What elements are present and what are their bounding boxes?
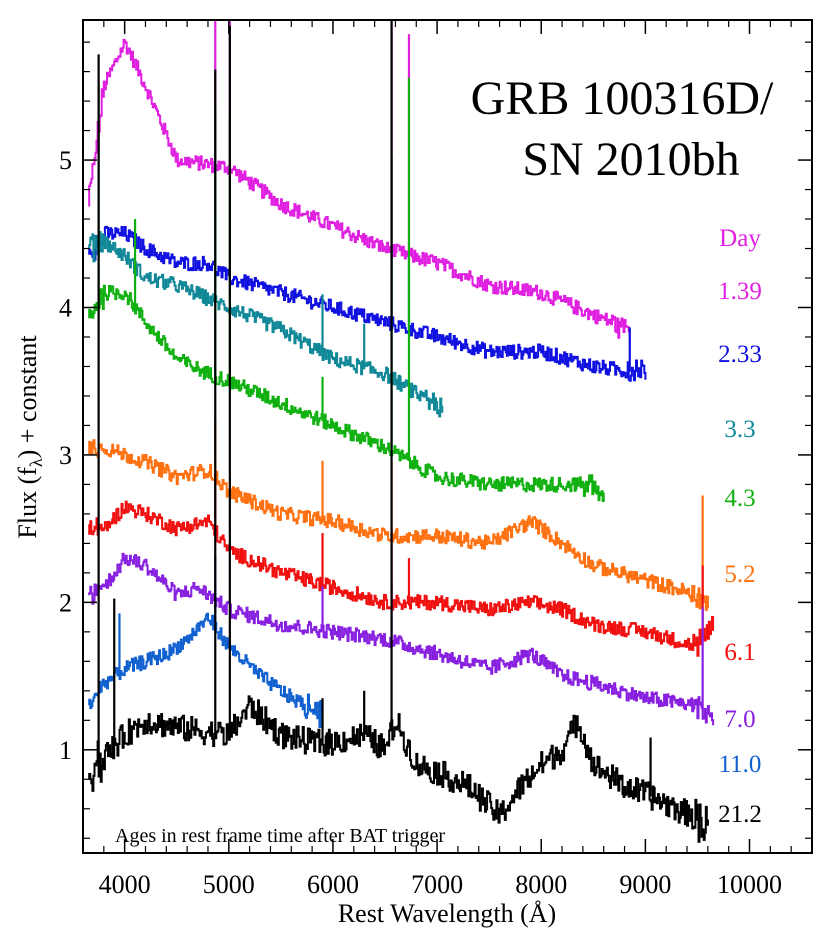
x-tick-label: 7000 <box>411 870 463 899</box>
spectrum-day-2_33 <box>88 225 647 382</box>
x-tick-label: 5000 <box>203 870 255 899</box>
day-label-7_0: 7.0 <box>724 706 755 733</box>
x-tick-label: 4000 <box>99 870 151 899</box>
plot-frame <box>82 19 813 854</box>
day-label-1_39: 1.39 <box>718 278 762 305</box>
spectrum-day-11_0 <box>88 612 324 728</box>
x-tick-label: 8000 <box>515 870 567 899</box>
day-label-11_0: 11.0 <box>719 751 762 778</box>
day-labels: 1.39 2.33 3.3 4.3 5.2 6.1 7.0 11.0 21.2 <box>718 278 762 828</box>
spectrum-day-5_2 <box>88 439 709 611</box>
spectrum-day-21_2 <box>88 695 709 843</box>
spectrum-day-1_39 <box>88 38 631 343</box>
spectrum-day-4_3 <box>88 284 605 502</box>
y-axis-title: Flux (fλ) + constant <box>13 335 46 539</box>
y-axis-title-main: Flux (f <box>13 467 42 539</box>
x-tick-label: 9000 <box>619 870 671 899</box>
x-axis-title: Rest Wavelength (Å) <box>338 899 556 928</box>
x-tick-label: 10000 <box>717 870 782 899</box>
chart-title-line-2: SN 2010bh <box>522 133 739 186</box>
legend-header: Day <box>719 225 761 252</box>
chart-note: Ages in rest frame time after BAT trigge… <box>115 825 445 847</box>
y-tick-label: 2 <box>59 588 72 617</box>
y-axis-title-suffix: ) + constant <box>13 335 42 459</box>
day-label-21_2: 21.2 <box>718 801 762 828</box>
day-label-3_3: 3.3 <box>724 416 755 443</box>
chart-title-line-1: GRB 100316D/ <box>471 72 774 125</box>
y-tick-label: 3 <box>59 441 72 470</box>
day-label-6_1: 6.1 <box>724 639 755 666</box>
day-label-2_33: 2.33 <box>718 341 762 368</box>
spectrum-day-7_0 <box>88 552 715 726</box>
day-label-4_3: 4.3 <box>724 485 755 512</box>
x-tick-label: 6000 <box>307 870 359 899</box>
spectrum-day-6_1 <box>88 500 715 657</box>
series-layer <box>88 20 715 843</box>
axis-ticks: 4000 5000 6000 7000 8000 9000 10000 1 2 3 4 5 <box>59 20 813 899</box>
day-label-5_2: 5.2 <box>724 561 755 588</box>
y-tick-label: 4 <box>59 293 72 322</box>
spectrum-day-3_3 <box>88 231 444 418</box>
y-tick-label: 1 <box>59 736 72 765</box>
y-axis-title-subscript: λ <box>26 458 46 467</box>
y-tick-label: 5 <box>59 146 72 175</box>
